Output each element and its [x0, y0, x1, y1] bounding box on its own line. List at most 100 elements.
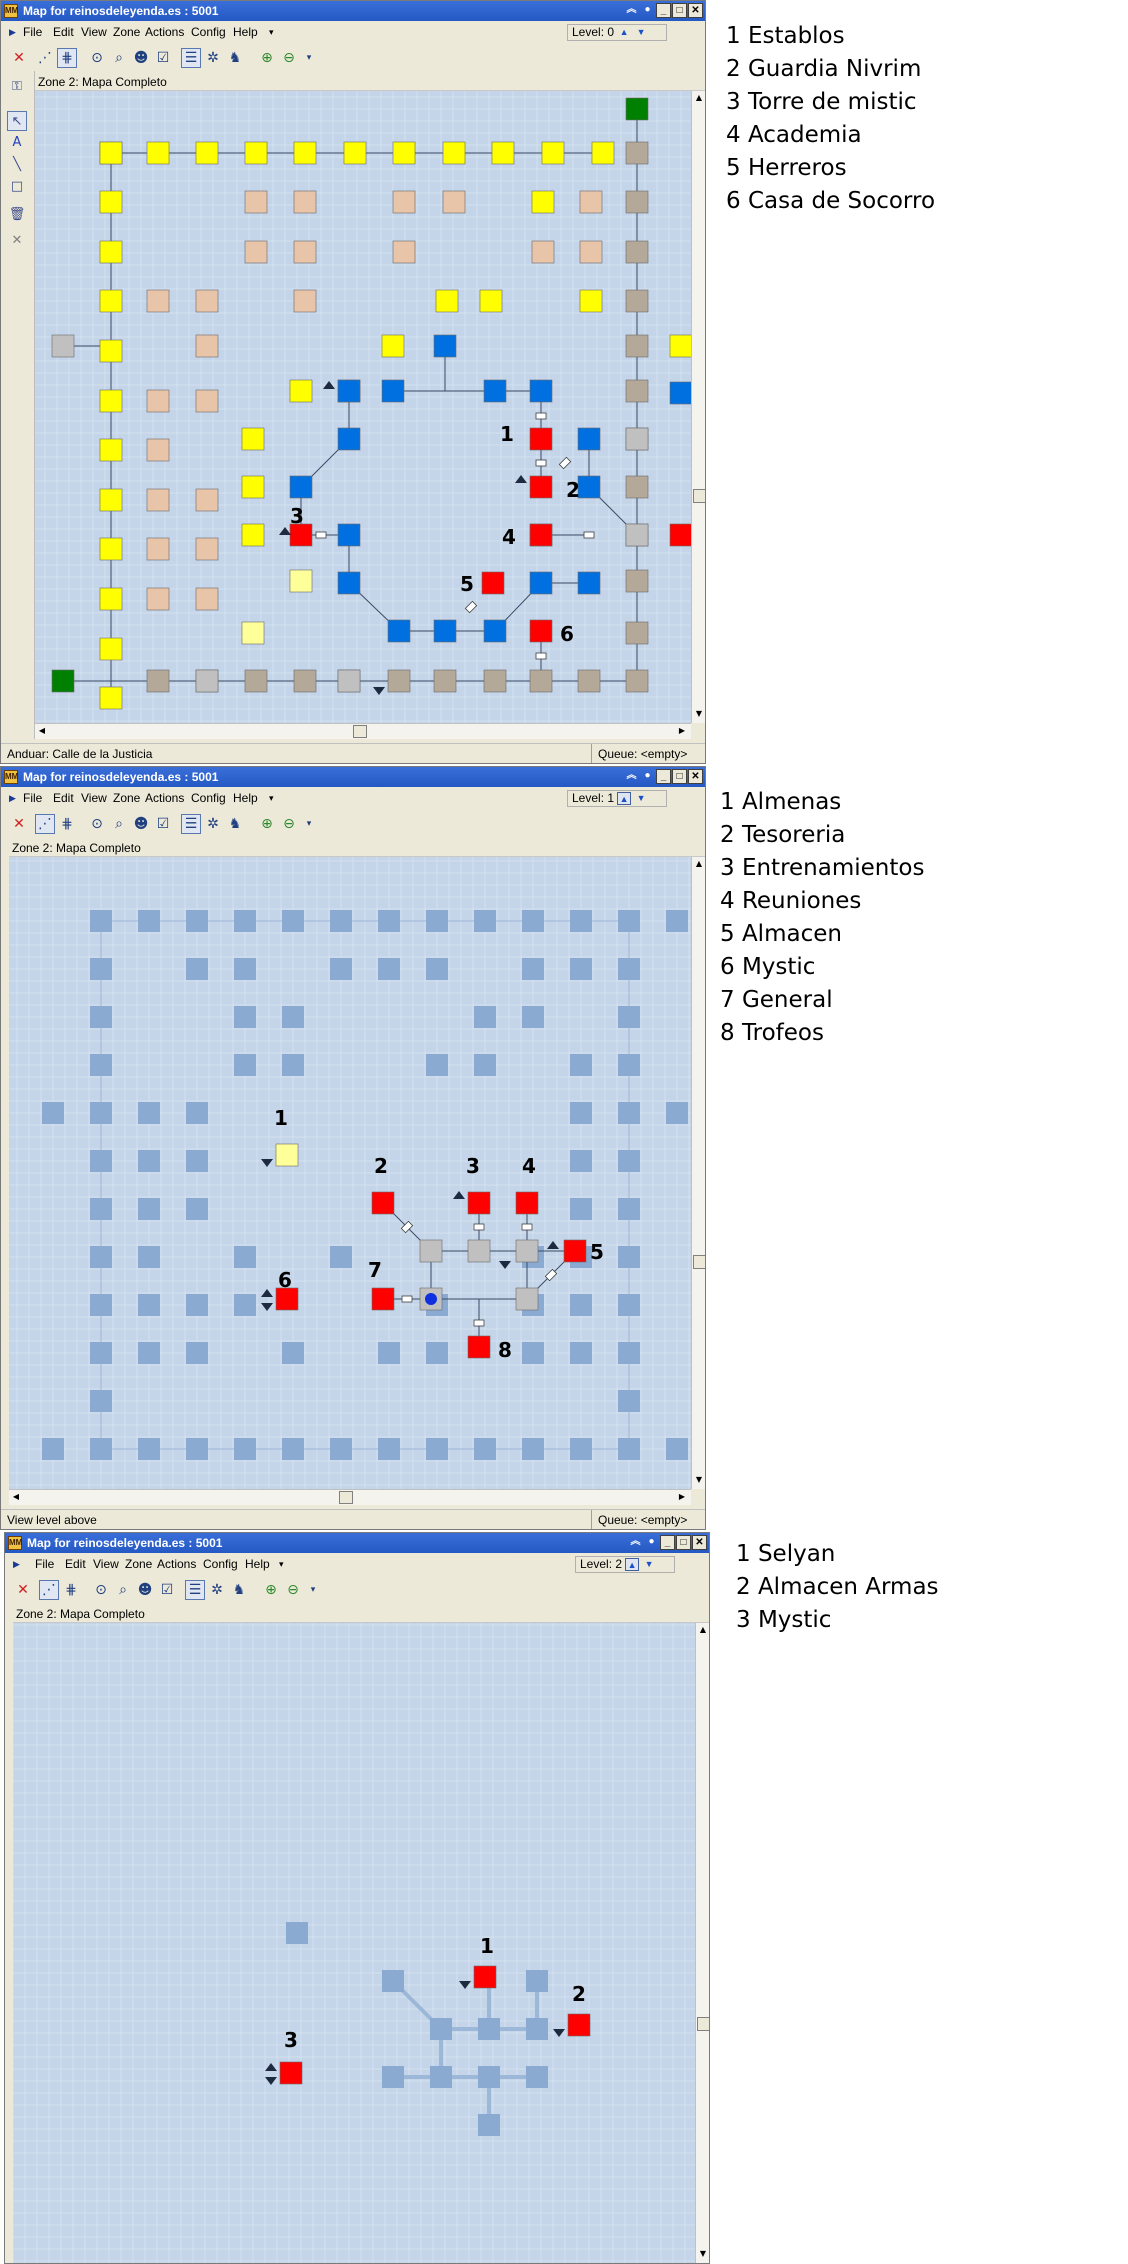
pin-icon[interactable]: ●: [644, 4, 651, 15]
explore-icon[interactable]: ✲: [207, 816, 219, 832]
level-down-icon[interactable]: ▼: [644, 1559, 654, 1569]
close-button[interactable]: ✕: [688, 3, 703, 18]
check-icon[interactable]: ☑: [156, 50, 170, 66]
delete-icon[interactable]: ✕: [13, 816, 25, 832]
chevron-up-icon[interactable]: ︽: [626, 4, 637, 15]
level-up-icon[interactable]: ▲: [617, 792, 632, 805]
maximize-button[interactable]: □: [676, 1535, 691, 1550]
find-icon[interactable]: ⌕: [115, 50, 123, 66]
scroll-thumb[interactable]: [339, 1491, 353, 1504]
horizontal-scrollbar[interactable]: ◀ ▶: [35, 723, 691, 739]
bridge-icon[interactable]: ⋕: [61, 816, 73, 832]
zoom-out-icon[interactable]: ⊖: [283, 50, 295, 66]
trash-icon[interactable]: 🗑: [8, 207, 26, 222]
vertical-scrollbar[interactable]: ▲ ▼: [695, 1623, 709, 2263]
explore-icon[interactable]: ✲: [211, 1582, 223, 1598]
zoom-out-icon[interactable]: ⊖: [287, 1582, 299, 1598]
close-button[interactable]: ✕: [688, 769, 703, 784]
scroll-left-icon[interactable]: ◀: [38, 726, 46, 735]
check-icon[interactable]: ☑: [160, 1582, 174, 1598]
title-bar[interactable]: MM Map for reinosdeleyenda.es : 5001 ︽ ● _…: [5, 1533, 709, 1553]
menu-config[interactable]: Config: [203, 1557, 238, 1571]
zoom-out-icon[interactable]: ⊖: [283, 816, 295, 832]
bridge-icon[interactable]: ⋕: [65, 1582, 77, 1598]
menu-view[interactable]: View: [81, 791, 107, 805]
scroll-up-icon[interactable]: ▲: [699, 1625, 707, 1634]
title-bar[interactable]: MM Map for reinosdeleyenda.es : 5001 ︽ ● _…: [1, 767, 705, 787]
minimize-button[interactable]: _: [656, 769, 671, 784]
scroll-thumb[interactable]: [353, 725, 367, 738]
zoom-in-icon[interactable]: ⊕: [261, 816, 273, 832]
menu-more-icon[interactable]: ▾: [279, 1559, 284, 1569]
menu-actions[interactable]: Actions: [145, 25, 185, 39]
menu-edit[interactable]: Edit: [53, 25, 74, 39]
chevron-up-icon[interactable]: ︽: [630, 1536, 641, 1547]
binoculars-icon[interactable]: ⊙: [95, 1582, 107, 1598]
players-icon[interactable]: ☻: [133, 816, 149, 832]
find-icon[interactable]: ⌕: [115, 816, 123, 832]
pin-icon[interactable]: ●: [644, 770, 651, 781]
menu-help[interactable]: Help: [233, 25, 258, 39]
scroll-left-icon[interactable]: ◀: [12, 1492, 20, 1501]
walk-path-icon[interactable]: ⋰: [39, 1580, 59, 1600]
binoculars-icon[interactable]: ⊙: [91, 816, 103, 832]
check-icon[interactable]: ☑: [156, 816, 170, 832]
minimize-button[interactable]: _: [660, 1535, 675, 1550]
menu-arrow-icon[interactable]: ▶: [9, 27, 16, 37]
room-info-icon[interactable]: ☰: [181, 814, 201, 834]
text-icon[interactable]: A: [12, 135, 22, 150]
map-canvas[interactable]: 1 2 3: [13, 1623, 695, 2264]
menu-file[interactable]: File: [23, 791, 43, 805]
close-icon[interactable]: ✕: [11, 233, 23, 248]
pointer-icon[interactable]: ↖: [7, 111, 27, 131]
minimize-button[interactable]: _: [656, 3, 671, 18]
line-icon[interactable]: ╲: [13, 157, 21, 172]
scroll-up-icon[interactable]: ▲: [695, 859, 703, 868]
delete-icon[interactable]: ✕: [13, 50, 25, 66]
maximize-button[interactable]: □: [672, 769, 687, 784]
menu-config[interactable]: Config: [191, 791, 226, 805]
menu-actions[interactable]: Actions: [145, 791, 185, 805]
dropdown-icon[interactable]: ▾: [306, 819, 312, 829]
dropdown-icon[interactable]: ▾: [310, 1585, 316, 1595]
scroll-down-icon[interactable]: ▼: [699, 2249, 707, 2258]
menu-arrow-icon[interactable]: ▶: [9, 793, 16, 803]
run-icon[interactable]: ♞: [232, 1582, 246, 1598]
menu-view[interactable]: View: [93, 1557, 119, 1571]
players-icon[interactable]: ☻: [133, 50, 149, 66]
scroll-thumb[interactable]: [693, 1255, 705, 1269]
walk-path-icon[interactable]: ⋰: [35, 814, 55, 834]
run-icon[interactable]: ♞: [228, 50, 242, 66]
scroll-right-icon[interactable]: ▶: [678, 1492, 686, 1501]
menu-more-icon[interactable]: ▾: [269, 793, 274, 803]
scroll-down-icon[interactable]: ▼: [695, 1475, 703, 1484]
room-info-icon[interactable]: ☰: [185, 1580, 205, 1600]
find-icon[interactable]: ⌕: [119, 1582, 127, 1598]
map-canvas[interactable]: 1 2 3 4 5 6: [35, 91, 691, 723]
menu-zone[interactable]: Zone: [113, 25, 141, 39]
run-icon[interactable]: ♞: [228, 816, 242, 832]
horizontal-scrollbar[interactable]: ◀ ▶: [9, 1489, 691, 1505]
menu-config[interactable]: Config: [191, 25, 226, 39]
scroll-up-icon[interactable]: ▲: [695, 93, 703, 102]
level-up-icon[interactable]: ▲: [619, 27, 629, 37]
bridge-icon[interactable]: ⋕: [57, 48, 77, 68]
close-button[interactable]: ✕: [692, 1535, 707, 1550]
menu-help[interactable]: Help: [233, 791, 258, 805]
menu-zone[interactable]: Zone: [125, 1557, 153, 1571]
menu-edit[interactable]: Edit: [53, 791, 74, 805]
menu-arrow-icon[interactable]: ▶: [13, 1559, 20, 1569]
map-canvas[interactable]: 1 2 3 4 5 6 7 8: [9, 857, 691, 1489]
pin-icon[interactable]: ●: [648, 1536, 655, 1547]
level-up-icon[interactable]: ▲: [625, 1558, 640, 1571]
level-down-icon[interactable]: ▼: [636, 793, 646, 803]
menu-more-icon[interactable]: ▾: [269, 27, 274, 37]
menu-file[interactable]: File: [35, 1557, 55, 1571]
walk-path-icon[interactable]: ⋰: [38, 50, 52, 66]
scroll-right-icon[interactable]: ▶: [678, 726, 686, 735]
zoom-in-icon[interactable]: ⊕: [265, 1582, 277, 1598]
scroll-thumb[interactable]: [697, 2017, 709, 2031]
menu-help[interactable]: Help: [245, 1557, 270, 1571]
scroll-thumb[interactable]: [693, 489, 705, 503]
scroll-down-icon[interactable]: ▼: [695, 709, 703, 718]
